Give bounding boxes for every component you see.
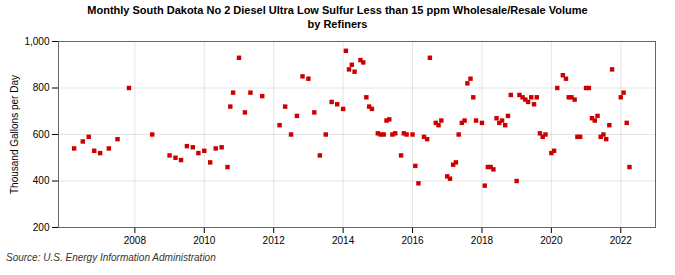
svg-text:200: 200 xyxy=(33,222,50,233)
svg-text:2018: 2018 xyxy=(471,235,494,246)
html-text:Monthly South Dakota No 2 Dies: Monthly South Dakota No 2 Diesel Ultra L… xyxy=(87,4,588,30)
svg-text:2020: 2020 xyxy=(540,235,563,246)
svg-text:2022: 2022 xyxy=(610,235,633,246)
html-text:Source: U.S. Energy Informatio: Source: U.S. Energy Information Administ… xyxy=(6,252,216,263)
svg-text:2016: 2016 xyxy=(401,235,424,246)
svg-text:2008: 2008 xyxy=(124,235,147,246)
svg-text:2010: 2010 xyxy=(193,235,216,246)
svg-text:2012: 2012 xyxy=(263,235,286,246)
svg-text:600: 600 xyxy=(33,129,50,140)
svg-text:2014: 2014 xyxy=(332,235,355,246)
svg-text:Thousand Gallons per Day: Thousand Gallons per Day xyxy=(9,75,20,194)
svg-text:800: 800 xyxy=(33,82,50,93)
svg-text:400: 400 xyxy=(33,175,50,186)
svg-text:1,000: 1,000 xyxy=(24,36,49,47)
